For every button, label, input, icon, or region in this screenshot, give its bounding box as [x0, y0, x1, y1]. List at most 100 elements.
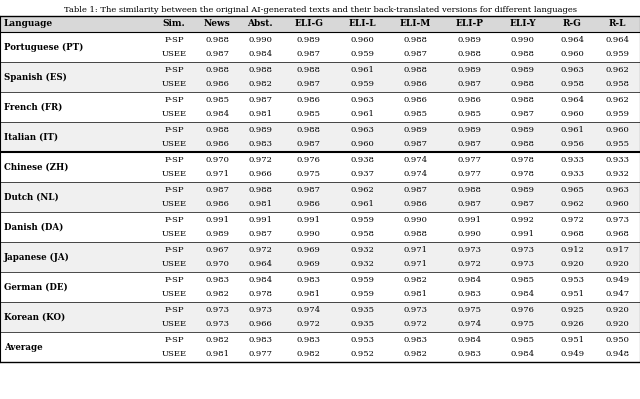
Text: 0.932: 0.932 [605, 170, 629, 178]
Text: 0.961: 0.961 [560, 126, 584, 134]
Text: 0.960: 0.960 [350, 36, 374, 43]
Text: 0.972: 0.972 [297, 320, 321, 328]
Text: 0.988: 0.988 [404, 36, 428, 43]
Text: 0.983: 0.983 [457, 350, 481, 358]
Text: 0.960: 0.960 [560, 51, 584, 59]
Text: 0.988: 0.988 [205, 126, 229, 134]
Text: 0.920: 0.920 [605, 261, 629, 269]
Text: 0.984: 0.984 [511, 290, 535, 298]
Text: 0.992: 0.992 [511, 215, 534, 223]
Text: 0.981: 0.981 [248, 201, 273, 209]
Text: 0.935: 0.935 [350, 306, 374, 314]
Text: 0.983: 0.983 [297, 336, 321, 344]
Text: 0.959: 0.959 [350, 275, 374, 284]
Text: USEE: USEE [161, 350, 186, 358]
Text: 0.987: 0.987 [248, 231, 273, 239]
Bar [0, 212, 640, 227]
Text: German (DE): German (DE) [4, 282, 68, 292]
Text: USEE: USEE [161, 51, 186, 59]
Text: 0.971: 0.971 [404, 261, 428, 269]
Text: 0.949: 0.949 [560, 350, 584, 358]
Text: 0.960: 0.960 [560, 111, 584, 119]
Text: 0.988: 0.988 [248, 65, 273, 73]
Text: 0.981: 0.981 [297, 290, 321, 298]
Text: 0.985: 0.985 [404, 111, 428, 119]
Text: 0.985: 0.985 [205, 95, 229, 103]
Text: 0.955: 0.955 [605, 140, 629, 148]
Text: 0.974: 0.974 [296, 306, 321, 314]
Text: 0.988: 0.988 [511, 95, 534, 103]
Text: 0.964: 0.964 [560, 36, 584, 43]
Text: 0.987: 0.987 [511, 201, 534, 209]
Text: 0.970: 0.970 [205, 261, 229, 269]
Text: 0.959: 0.959 [605, 111, 629, 119]
Text: Italian (IT): Italian (IT) [4, 132, 58, 142]
Text: 0.989: 0.989 [297, 36, 321, 43]
Text: 0.986: 0.986 [457, 95, 481, 103]
Text: 0.988: 0.988 [511, 140, 534, 148]
Text: P-SP: P-SP [164, 36, 184, 43]
Text: ELI-M: ELI-M [400, 20, 431, 28]
Bar [0, 302, 640, 317]
Text: 0.933: 0.933 [560, 156, 584, 164]
Bar [0, 152, 640, 167]
Text: Japanese (JA): Japanese (JA) [4, 253, 70, 262]
Text: 0.971: 0.971 [205, 170, 229, 178]
Text: 0.933: 0.933 [560, 170, 584, 178]
Text: 0.917: 0.917 [605, 245, 629, 253]
Text: 0.984: 0.984 [248, 275, 273, 284]
Text: 0.986: 0.986 [297, 201, 321, 209]
Text: 0.985: 0.985 [297, 111, 321, 119]
Text: 0.949: 0.949 [605, 275, 629, 284]
Text: 0.977: 0.977 [457, 156, 481, 164]
Text: 0.988: 0.988 [404, 65, 428, 73]
Text: R-G: R-G [563, 20, 582, 28]
Text: USEE: USEE [161, 261, 186, 269]
Text: 0.982: 0.982 [205, 336, 229, 344]
Text: 0.986: 0.986 [297, 95, 321, 103]
Text: P-SP: P-SP [164, 275, 184, 284]
Text: 0.984: 0.984 [511, 350, 535, 358]
Text: P-SP: P-SP [164, 186, 184, 194]
Text: 0.974: 0.974 [404, 170, 428, 178]
Text: 0.988: 0.988 [404, 231, 428, 239]
Text: 0.964: 0.964 [605, 36, 629, 43]
Text: 0.987: 0.987 [457, 201, 481, 209]
Bar [0, 257, 640, 272]
Text: Language: Language [4, 20, 53, 28]
Text: 0.961: 0.961 [350, 111, 374, 119]
Text: 0.986: 0.986 [404, 95, 428, 103]
Text: USEE: USEE [161, 290, 186, 298]
Text: 0.951: 0.951 [560, 336, 584, 344]
Bar [0, 47, 640, 62]
Bar [0, 197, 640, 212]
Text: 0.989: 0.989 [511, 126, 534, 134]
Text: 0.986: 0.986 [404, 81, 428, 89]
Text: 0.981: 0.981 [404, 290, 428, 298]
Bar [0, 122, 640, 137]
Text: 0.959: 0.959 [350, 51, 374, 59]
Bar [0, 227, 640, 242]
Text: P-SP: P-SP [164, 215, 184, 223]
Text: 0.962: 0.962 [605, 95, 629, 103]
Text: 0.988: 0.988 [511, 81, 534, 89]
Text: 0.960: 0.960 [605, 126, 629, 134]
Text: 0.972: 0.972 [560, 215, 584, 223]
Bar [0, 167, 640, 182]
Text: 0.935: 0.935 [350, 320, 374, 328]
Text: 0.952: 0.952 [350, 350, 374, 358]
Text: 0.974: 0.974 [457, 320, 481, 328]
Text: 0.966: 0.966 [248, 170, 272, 178]
Text: 0.989: 0.989 [511, 186, 534, 194]
Text: 0.986: 0.986 [404, 201, 428, 209]
Text: P-SP: P-SP [164, 156, 184, 164]
Text: P-SP: P-SP [164, 306, 184, 314]
Text: 0.960: 0.960 [605, 201, 629, 209]
Text: Average: Average [4, 342, 43, 352]
Text: 0.988: 0.988 [457, 51, 481, 59]
Text: 0.938: 0.938 [350, 156, 374, 164]
Text: R-L: R-L [609, 20, 626, 28]
Text: 0.958: 0.958 [605, 81, 629, 89]
Text: 0.987: 0.987 [457, 140, 481, 148]
Text: 0.987: 0.987 [457, 81, 481, 89]
